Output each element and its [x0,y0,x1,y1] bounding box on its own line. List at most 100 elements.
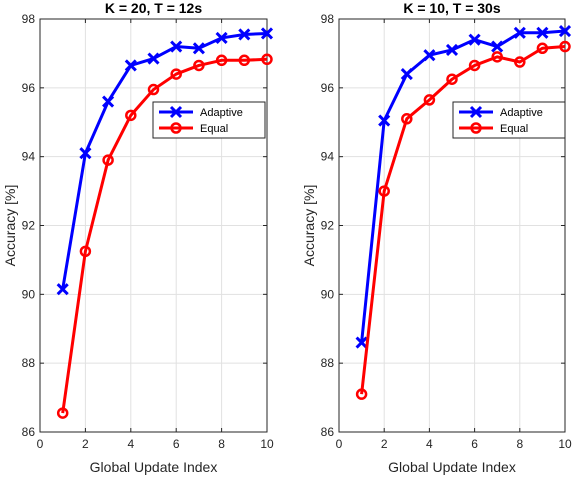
marker-stroke [147,52,160,65]
legend-marker [470,122,482,134]
marker-stroke [491,40,504,53]
x-tick-label: 4 [426,437,433,451]
y-tick-label: 90 [321,287,335,301]
data-point [446,73,458,85]
data-point [401,113,413,125]
data-point [514,56,526,68]
legend: Adaptive Equal [152,101,266,139]
legend: Adaptive Equal [452,101,566,139]
series-line [61,31,268,290]
series-adaptive [355,24,572,349]
data-point [445,43,459,57]
data-point [260,27,274,40]
chart-2: 0 2 4 6 8 10 86 88 90 92 94 96 98 K = 10, T = 30s Glob… [301,0,572,475]
data-point [378,114,391,127]
marker-stroke [215,31,228,44]
data-point [147,83,160,96]
data-point [124,59,137,72]
marker-stroke [355,336,368,349]
data-point [558,24,572,38]
legend-marker [469,105,483,119]
y-tick-label: 88 [321,356,335,370]
data-point [468,59,481,72]
data-point [192,42,205,55]
data-point [536,26,549,39]
y-tick-label: 94 [22,150,36,164]
x-tick-label: 2 [381,437,388,451]
y-tick-label: 86 [321,425,335,439]
data-point [491,40,504,53]
chart-title: K = 20, T = 12s [105,0,202,16]
data-point [423,94,436,106]
data-point [125,109,137,122]
marker-stroke [468,33,481,46]
y-tick-label: 92 [321,219,335,233]
data-point [170,40,183,53]
legend-marker [170,122,182,134]
data-point [355,388,368,400]
data-point [147,52,160,65]
marker-stroke [56,283,69,296]
legend-label: Adaptive [500,107,543,119]
series-line [61,57,268,414]
y-axis-label: Accuracy [%] [301,185,317,267]
marker-stroke [536,26,549,39]
marker-stroke [124,59,137,72]
x-tick-label: 6 [471,437,478,451]
data-point [400,68,413,81]
data-point [102,95,115,108]
series-equal [56,53,273,419]
x-tick-label: 4 [127,437,134,451]
marker-stroke [513,26,526,39]
data-point [536,42,549,55]
marker-stroke [79,147,92,160]
data-point [238,28,251,41]
x-tick-label: 10 [558,437,572,451]
data-point [215,54,228,67]
marker-stroke [260,27,274,40]
legend-label: Equal [200,123,228,135]
data-point [423,49,436,62]
marker-stroke [238,28,251,41]
marker-stroke [170,40,183,53]
data-point [170,68,182,80]
x-tick-label: 10 [260,437,274,451]
data-point [238,54,251,67]
y-tick-label: 96 [22,81,36,95]
y-tick-label: 86 [22,425,36,439]
x-tick-label: 0 [336,437,343,451]
x-tick-label: 0 [37,437,44,451]
data-point [79,245,92,258]
data-point [102,154,114,166]
data-point [79,147,92,160]
marker-stroke [102,95,115,108]
x-tick-label: 8 [218,437,225,451]
series-equal [355,40,571,400]
data-point [355,336,368,349]
marker-stroke [445,43,459,57]
y-tick-label: 92 [22,219,36,233]
marker-stroke [558,24,572,38]
y-tick-label: 90 [22,287,36,301]
data-point [215,31,228,44]
data-point [513,26,526,39]
data-point [559,40,571,53]
marker-stroke [423,49,436,62]
y-tick-label: 94 [321,150,335,164]
data-point [56,407,69,419]
x-tick-label: 8 [516,437,523,451]
y-tick-label: 98 [22,12,36,26]
legend-label: Adaptive [200,107,243,119]
y-tick-label: 88 [22,356,36,370]
data-point [468,33,481,46]
data-point [378,185,390,197]
y-tick-label: 98 [321,12,335,26]
series-line [360,45,566,395]
data-point [491,51,503,63]
y-tick-label: 96 [321,81,335,95]
series-adaptive [56,27,274,296]
marker-stroke [400,68,413,81]
y-axis-label: Accuracy [%] [2,185,18,267]
series-line [360,29,566,343]
